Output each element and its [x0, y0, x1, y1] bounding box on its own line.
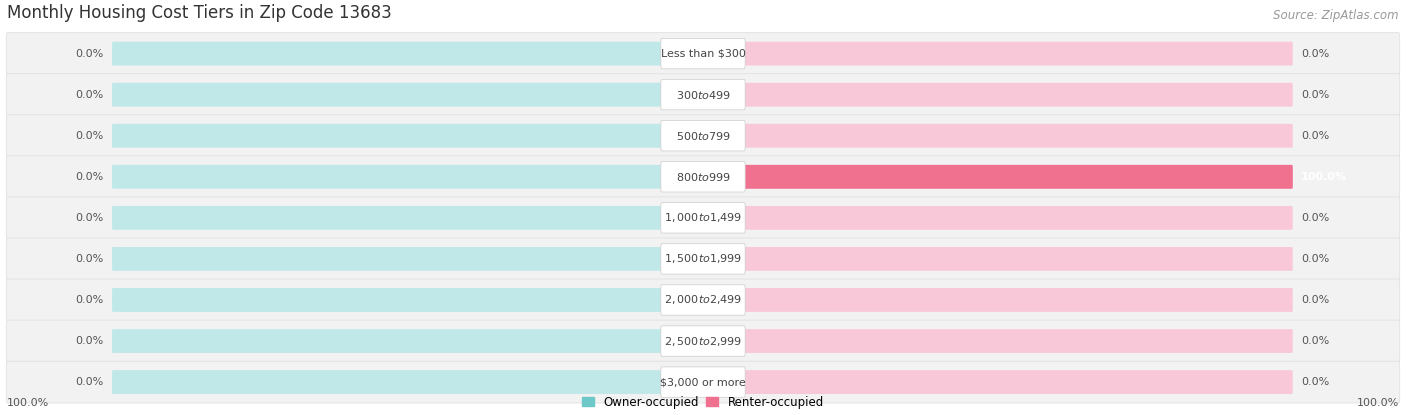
- FancyBboxPatch shape: [703, 247, 1292, 271]
- FancyBboxPatch shape: [703, 165, 1292, 189]
- Text: $1,500 to $1,999: $1,500 to $1,999: [664, 252, 742, 266]
- Text: 0.0%: 0.0%: [76, 295, 104, 305]
- Text: 0.0%: 0.0%: [1301, 90, 1330, 100]
- Text: $3,000 or more: $3,000 or more: [661, 377, 745, 387]
- Legend: Owner-occupied, Renter-occupied: Owner-occupied, Renter-occupied: [582, 396, 824, 409]
- Text: 0.0%: 0.0%: [1301, 49, 1330, 59]
- FancyBboxPatch shape: [112, 288, 700, 312]
- FancyBboxPatch shape: [703, 370, 1292, 394]
- Text: 0.0%: 0.0%: [1301, 213, 1330, 223]
- Text: Less than $300: Less than $300: [661, 49, 745, 59]
- FancyBboxPatch shape: [661, 367, 745, 397]
- FancyBboxPatch shape: [112, 83, 700, 107]
- Text: 0.0%: 0.0%: [76, 172, 104, 182]
- FancyBboxPatch shape: [6, 156, 1400, 198]
- FancyBboxPatch shape: [112, 206, 700, 230]
- FancyBboxPatch shape: [6, 320, 1400, 362]
- Text: $2,500 to $2,999: $2,500 to $2,999: [664, 334, 742, 347]
- FancyBboxPatch shape: [661, 161, 745, 192]
- FancyBboxPatch shape: [661, 203, 745, 233]
- FancyBboxPatch shape: [112, 42, 700, 66]
- FancyBboxPatch shape: [6, 238, 1400, 280]
- Text: 0.0%: 0.0%: [76, 377, 104, 387]
- Text: 0.0%: 0.0%: [76, 49, 104, 59]
- Text: 100.0%: 100.0%: [1357, 398, 1399, 408]
- Text: 100.0%: 100.0%: [1301, 172, 1347, 182]
- Text: $2,000 to $2,499: $2,000 to $2,499: [664, 293, 742, 306]
- Text: $800 to $999: $800 to $999: [675, 171, 731, 183]
- Text: 0.0%: 0.0%: [76, 213, 104, 223]
- Text: 0.0%: 0.0%: [1301, 131, 1330, 141]
- FancyBboxPatch shape: [661, 80, 745, 110]
- FancyBboxPatch shape: [112, 247, 700, 271]
- FancyBboxPatch shape: [703, 329, 1292, 353]
- Text: 0.0%: 0.0%: [1301, 295, 1330, 305]
- FancyBboxPatch shape: [6, 279, 1400, 321]
- Text: 0.0%: 0.0%: [76, 336, 104, 346]
- FancyBboxPatch shape: [661, 39, 745, 69]
- FancyBboxPatch shape: [703, 83, 1292, 107]
- Text: 0.0%: 0.0%: [76, 254, 104, 264]
- Text: $500 to $799: $500 to $799: [675, 130, 731, 142]
- Text: $300 to $499: $300 to $499: [675, 89, 731, 101]
- FancyBboxPatch shape: [703, 124, 1292, 148]
- FancyBboxPatch shape: [6, 74, 1400, 116]
- FancyBboxPatch shape: [6, 33, 1400, 75]
- FancyBboxPatch shape: [661, 244, 745, 274]
- FancyBboxPatch shape: [6, 197, 1400, 239]
- Text: Monthly Housing Cost Tiers in Zip Code 13683: Monthly Housing Cost Tiers in Zip Code 1…: [7, 4, 392, 22]
- Text: 100.0%: 100.0%: [7, 398, 49, 408]
- Text: 0.0%: 0.0%: [1301, 254, 1330, 264]
- FancyBboxPatch shape: [661, 285, 745, 315]
- Text: 0.0%: 0.0%: [1301, 377, 1330, 387]
- FancyBboxPatch shape: [661, 326, 745, 356]
- Text: 0.0%: 0.0%: [76, 131, 104, 141]
- FancyBboxPatch shape: [112, 329, 700, 353]
- FancyBboxPatch shape: [112, 370, 700, 394]
- FancyBboxPatch shape: [661, 120, 745, 151]
- Text: $1,000 to $1,499: $1,000 to $1,499: [664, 211, 742, 225]
- Text: 0.0%: 0.0%: [1301, 336, 1330, 346]
- FancyBboxPatch shape: [112, 165, 700, 189]
- FancyBboxPatch shape: [703, 42, 1292, 66]
- FancyBboxPatch shape: [703, 165, 1292, 189]
- Text: Source: ZipAtlas.com: Source: ZipAtlas.com: [1274, 9, 1399, 22]
- FancyBboxPatch shape: [6, 115, 1400, 157]
- FancyBboxPatch shape: [703, 288, 1292, 312]
- FancyBboxPatch shape: [703, 206, 1292, 230]
- FancyBboxPatch shape: [112, 124, 700, 148]
- FancyBboxPatch shape: [6, 361, 1400, 403]
- Text: 0.0%: 0.0%: [76, 90, 104, 100]
